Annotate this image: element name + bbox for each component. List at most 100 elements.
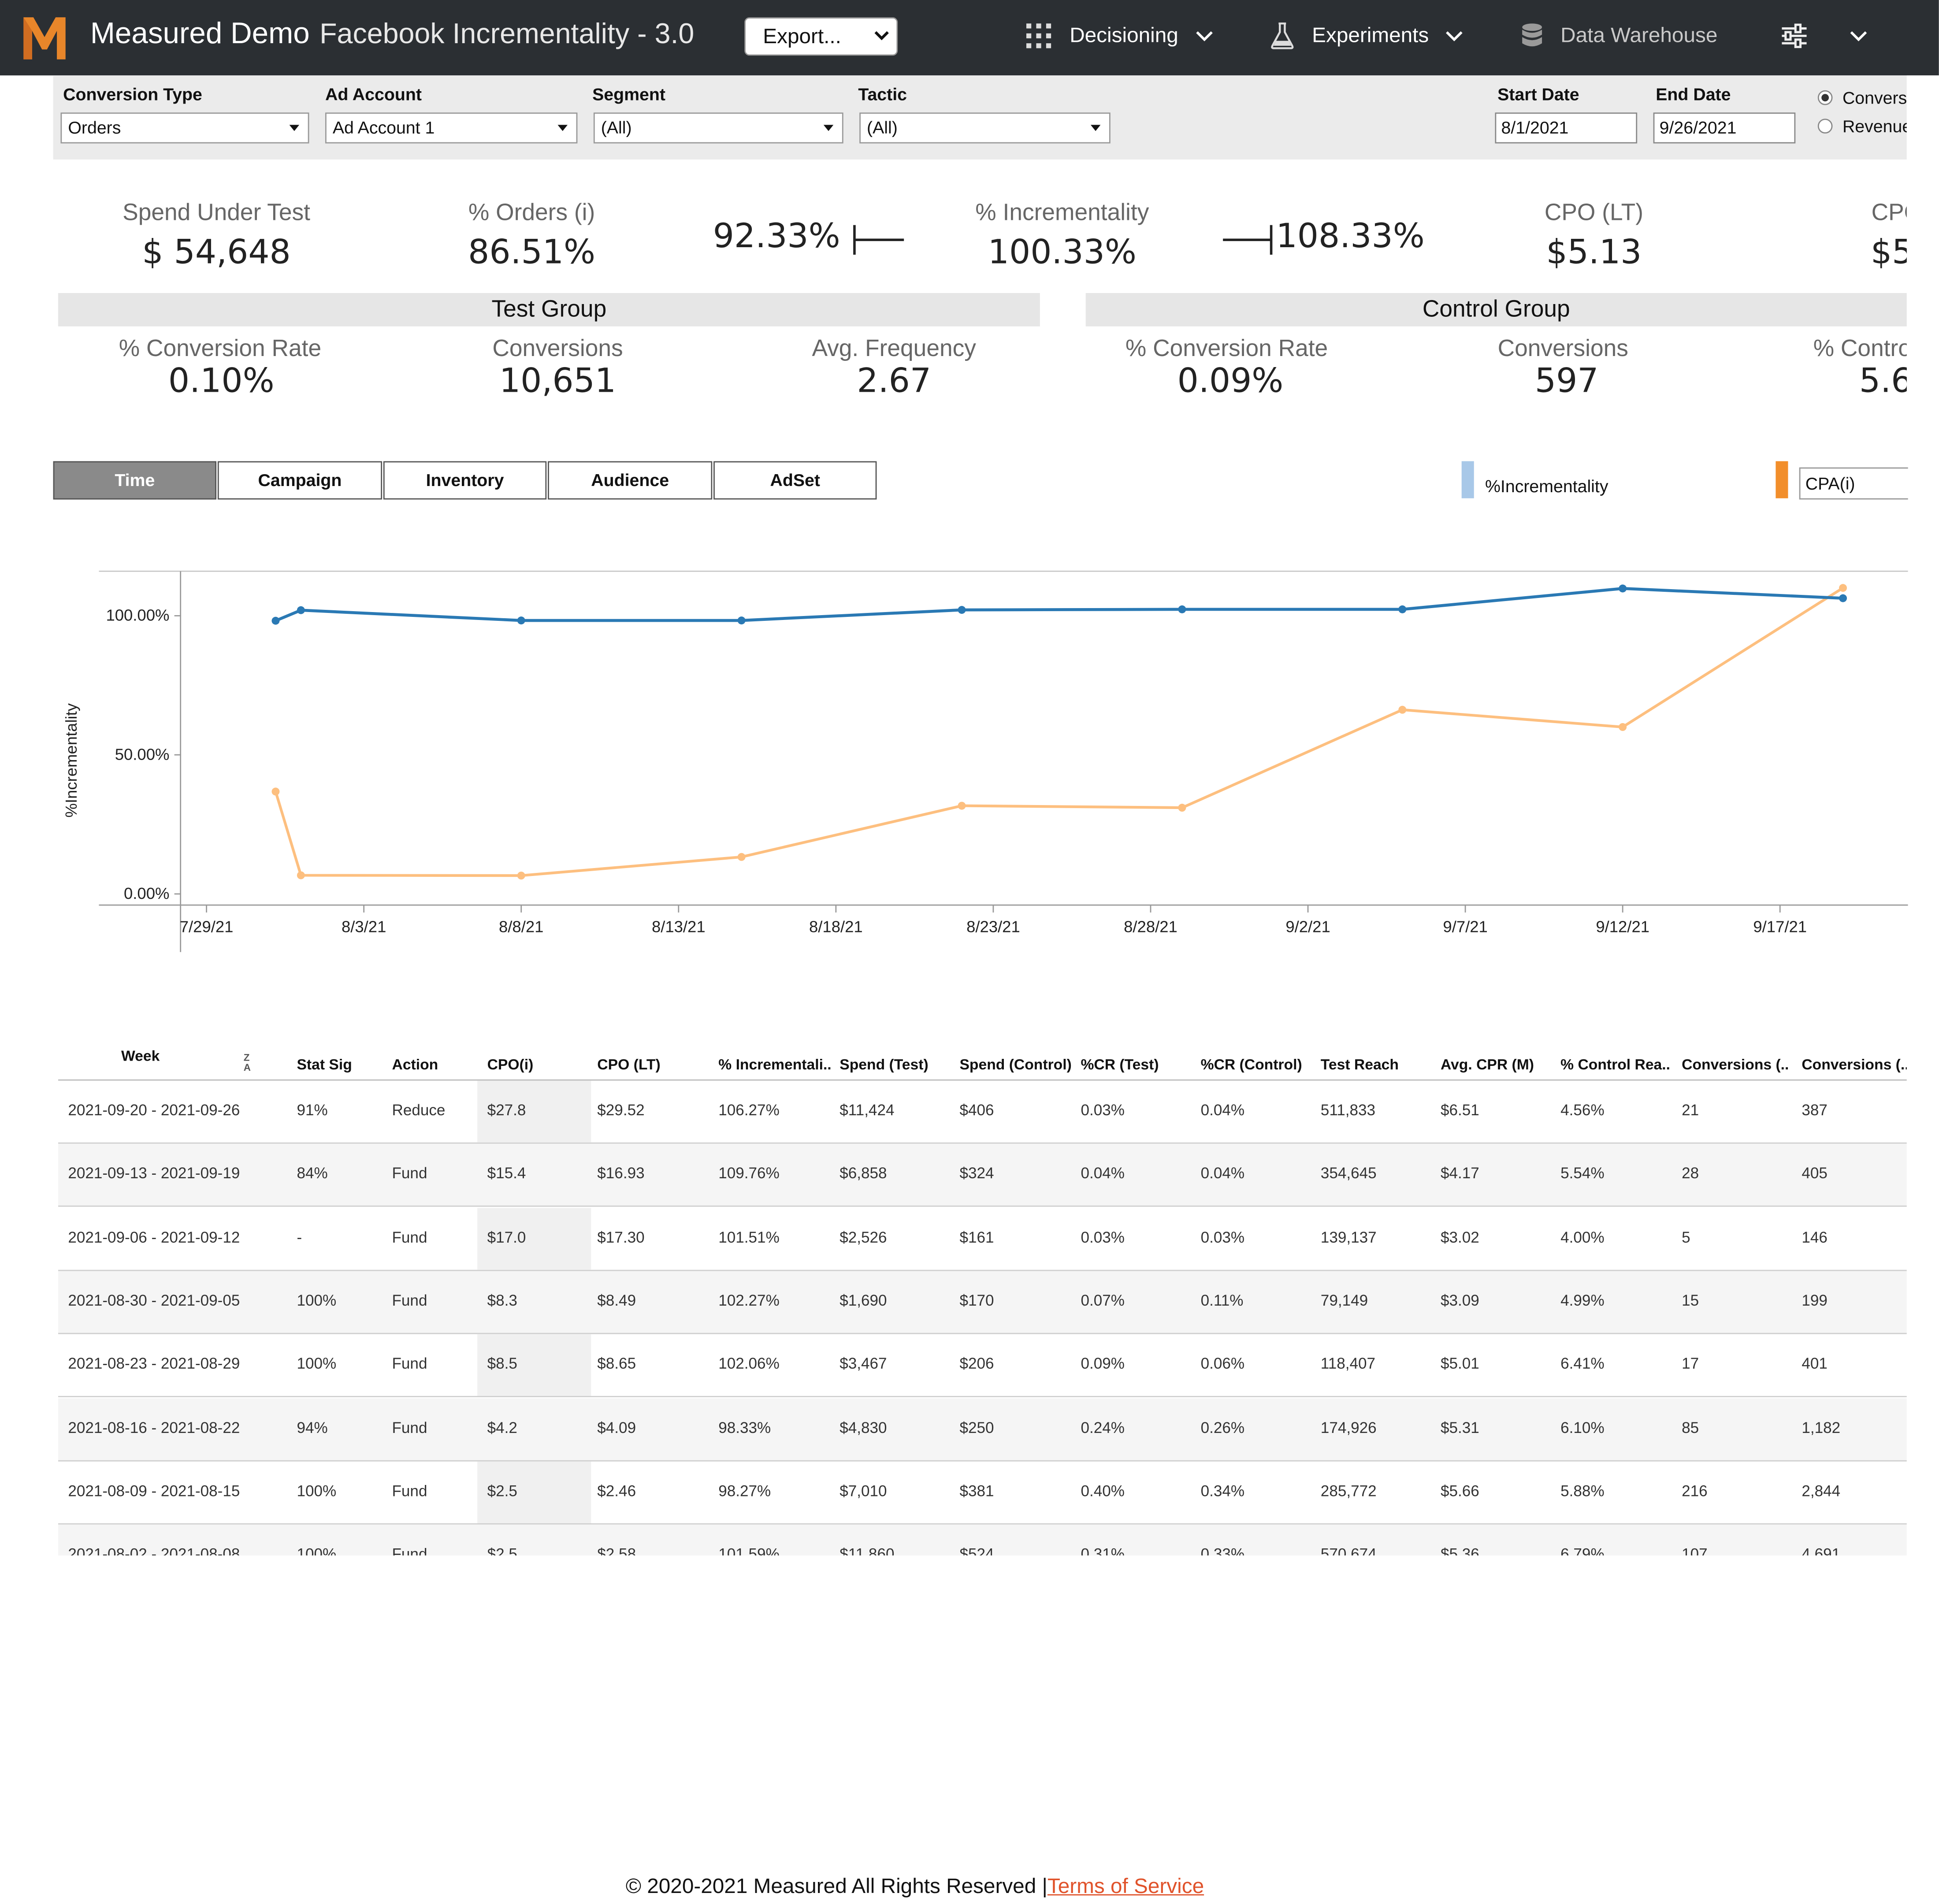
column-header[interactable]: % Incrementali.. xyxy=(718,1056,832,1073)
column-header[interactable]: Spend (Control) xyxy=(959,1056,1072,1073)
column-header[interactable]: % Control Rea.. xyxy=(1560,1056,1671,1073)
table-cell: 405 xyxy=(1802,1165,1828,1183)
nav-experiments[interactable]: Experiments xyxy=(1270,22,1464,50)
table-row[interactable]: 2021-08-02 - 2021-08-08 100% Fund $2.5 $2.58… xyxy=(58,1525,1907,1555)
table-cell: - xyxy=(297,1229,302,1246)
nav-data-warehouse[interactable]: Data Warehouse xyxy=(1521,22,1717,50)
tab-campaign[interactable]: Campaign xyxy=(217,461,383,500)
x-tick-label: 8/13/21 xyxy=(652,918,706,936)
column-header[interactable]: Spend (Test) xyxy=(839,1056,929,1073)
start-date-input[interactable]: 8/1/2021 xyxy=(1495,112,1638,144)
tab-adset[interactable]: AdSet xyxy=(713,461,877,500)
table-cell: $17.0 xyxy=(487,1229,526,1246)
column-header[interactable]: Week xyxy=(121,1047,160,1065)
column-header[interactable]: Conversions (.. xyxy=(1802,1056,1907,1073)
cpo-lt-label: CPO (LT) xyxy=(1544,200,1643,226)
table-cell: $8.49 xyxy=(597,1292,636,1310)
table-cell: Fund xyxy=(392,1292,427,1310)
x-tick-label: 8/18/21 xyxy=(809,918,863,936)
x-tick-label: 9/12/21 xyxy=(1596,918,1649,936)
x-tick-label: 9/7/21 xyxy=(1443,918,1487,936)
conversions-radio[interactable] xyxy=(1817,90,1833,105)
weekly-results-table: Week Stat Sig Action CPO(i) CPO (LT) % Increm… xyxy=(58,1039,1907,1555)
y-tick-label: 0.00% xyxy=(124,884,169,902)
dropdown-arrow-icon xyxy=(557,125,568,131)
tab-audience[interactable]: Audience xyxy=(548,461,713,500)
nav-experiments-label: Experiments xyxy=(1312,23,1429,47)
table-row[interactable]: 2021-09-06 - 2021-09-12 - Fund $17.0 $17.30 1… xyxy=(58,1207,1907,1271)
table-cell: 0.26% xyxy=(1200,1418,1245,1436)
table-cell: $1,690 xyxy=(839,1292,887,1310)
test-conv-rate-label: % Conversion Rate xyxy=(119,336,322,363)
table-cell: $15.4 xyxy=(487,1165,526,1183)
x-tick-label: 9/17/21 xyxy=(1753,918,1807,936)
table-cell: $17.30 xyxy=(597,1229,645,1246)
end-date-input[interactable]: 9/26/2021 xyxy=(1653,112,1796,144)
nav-decisioning[interactable]: Decisioning xyxy=(1025,22,1213,50)
table-cell: 0.40% xyxy=(1081,1482,1125,1500)
table-cell: 2021-09-13 - 2021-09-19 xyxy=(68,1165,240,1183)
incrementality-value: 100.33% xyxy=(988,234,1137,272)
sliders-icon xyxy=(1782,23,1807,48)
column-header[interactable]: Stat Sig xyxy=(297,1056,352,1073)
header-divider xyxy=(58,1079,1907,1081)
table-cell: 0.03% xyxy=(1081,1102,1125,1119)
export-select[interactable]: Export... xyxy=(744,17,898,56)
table-cell: 0.04% xyxy=(1200,1102,1245,1119)
y-tick-label: 100.00% xyxy=(106,606,169,624)
ci-upper-value: 108.33% xyxy=(1276,217,1425,256)
table-cell: 354,645 xyxy=(1320,1165,1377,1183)
table-row[interactable]: 2021-08-30 - 2021-09-05 100% Fund $8.3 $8.49… xyxy=(58,1271,1907,1334)
table-row[interactable]: 2021-08-23 - 2021-08-29 100% Fund $8.5 $8.65… xyxy=(58,1334,1907,1398)
control-reach-value: 5.6 xyxy=(1859,362,1913,401)
table-cell: $3.09 xyxy=(1440,1292,1479,1310)
table-row[interactable]: 2021-09-13 - 2021-09-19 84% Fund $15.4 $16.9… xyxy=(58,1144,1907,1207)
table-cell: $27.8 xyxy=(487,1102,526,1119)
revenue-radio[interactable] xyxy=(1817,119,1833,134)
table-cell: 146 xyxy=(1802,1229,1828,1246)
segment-select[interactable]: (All) xyxy=(593,112,843,144)
table-row[interactable]: 2021-09-20 - 2021-09-26 91% Reduce $27.8 $29… xyxy=(58,1080,1907,1144)
table-cell: 79,149 xyxy=(1320,1292,1368,1310)
x-tick-label: 7/29/21 xyxy=(180,918,234,936)
tactic-select[interactable]: (All) xyxy=(859,112,1111,144)
table-cell: 387 xyxy=(1802,1102,1828,1119)
conversion-type-select[interactable]: Orders xyxy=(60,112,309,144)
column-header[interactable]: %CR (Control) xyxy=(1200,1056,1302,1073)
table-cell: 5.88% xyxy=(1560,1482,1605,1500)
terms-of-service-link[interactable]: Terms of Service xyxy=(1047,1874,1204,1898)
filter-bar: Conversion Type Orders Ad Account Ad Acc… xyxy=(53,75,1912,160)
column-header[interactable]: Avg. CPR (M) xyxy=(1440,1056,1534,1073)
column-header[interactable]: %CR (Test) xyxy=(1081,1056,1159,1073)
column-header[interactable]: CPO (LT) xyxy=(597,1056,661,1073)
column-header[interactable]: CPO(i) xyxy=(487,1056,534,1073)
table-cell: $11,860 xyxy=(839,1545,895,1555)
table-cell: 85 xyxy=(1682,1418,1699,1436)
measured-logo-icon[interactable] xyxy=(21,12,68,68)
table-row[interactable]: 2021-08-09 - 2021-08-15 100% Fund $2.5 $2.46… xyxy=(58,1461,1907,1525)
ad-account-select[interactable]: Ad Account 1 xyxy=(325,112,578,144)
table-cell: 101.59% xyxy=(718,1545,780,1555)
end-date-label: End Date xyxy=(1656,84,1731,104)
column-header[interactable]: Test Reach xyxy=(1320,1056,1399,1073)
table-cell: Fund xyxy=(392,1418,427,1436)
tab-inventory[interactable]: Inventory xyxy=(383,461,547,500)
table-cell: 6.10% xyxy=(1560,1418,1605,1436)
tab-time[interactable]: Time xyxy=(53,461,217,500)
table-cell: $4.17 xyxy=(1440,1165,1479,1183)
dashboard-title: Facebook Incrementality - 3.0 xyxy=(319,17,695,50)
table-row[interactable]: 2021-08-16 - 2021-08-22 94% Fund $4.2 $4.09 9… xyxy=(58,1398,1907,1461)
settings-menu[interactable] xyxy=(1781,23,1867,48)
table-cell: $16.93 xyxy=(597,1165,645,1183)
column-header[interactable]: Action xyxy=(392,1056,438,1073)
table-cell: 0.04% xyxy=(1200,1165,1245,1183)
table-cell: 118,407 xyxy=(1320,1355,1376,1373)
conversion-type-value: Orders xyxy=(68,117,121,137)
table-cell: 2021-08-30 - 2021-09-05 xyxy=(68,1292,240,1310)
column-header[interactable]: Conversions (.. xyxy=(1682,1056,1789,1073)
table-cell: 199 xyxy=(1802,1292,1828,1310)
cpa-measure-select[interactable]: CPA(i) xyxy=(1799,467,1923,500)
table-cell: 0.09% xyxy=(1081,1355,1125,1373)
table-cell: $170 xyxy=(959,1292,994,1310)
